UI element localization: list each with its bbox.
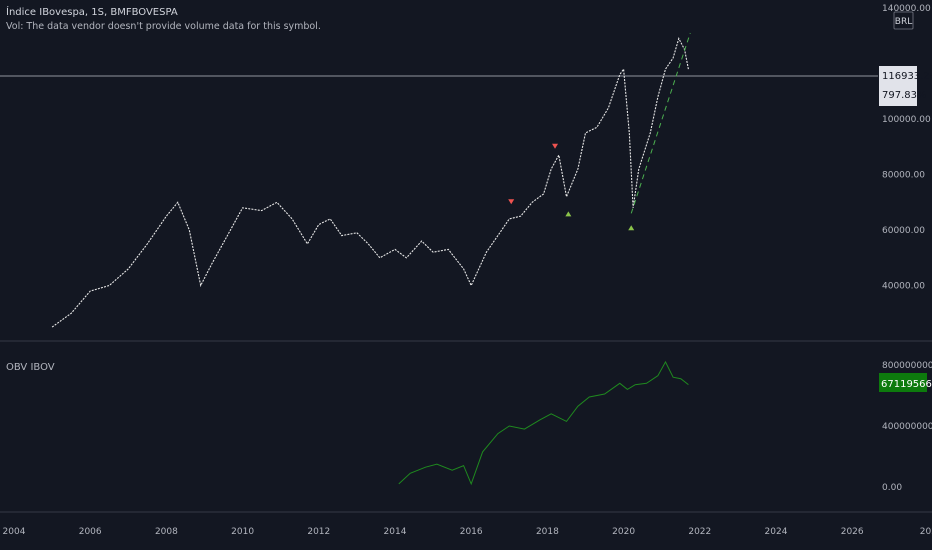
volume-note: Vol: The data vendor doesn't provide vol… xyxy=(6,21,321,32)
price-y-tick-2: 80000.00 xyxy=(882,171,925,181)
signal-markers xyxy=(508,143,635,231)
price-y-tick-0: 140000.00 xyxy=(882,4,931,14)
obv-value-badge: 6711956604.00 xyxy=(879,373,932,392)
buy-signal-marker-2 xyxy=(565,211,572,217)
price-y-tick-1: 100000.00 xyxy=(882,115,931,125)
x-tick-4: 2012 xyxy=(307,527,330,537)
x-tick-1: 2006 xyxy=(79,527,102,537)
trend-line xyxy=(630,32,691,214)
price-series-line xyxy=(51,37,689,328)
x-tick-0: 2004 xyxy=(3,527,26,537)
obv-y-tick-0: 8000000000.00 xyxy=(882,361,932,371)
x-tick-2: 2008 xyxy=(155,527,178,537)
x-tick-10: 2024 xyxy=(765,527,788,537)
x-tick-3: 2010 xyxy=(231,527,254,537)
x-tick-6: 2016 xyxy=(460,527,483,537)
price-badge: 116933.24 797.83% xyxy=(879,66,932,106)
svg-text:116933.24: 116933.24 xyxy=(882,71,932,82)
x-tick-12: 202 xyxy=(920,527,932,537)
x-tick-8: 2020 xyxy=(612,527,635,537)
x-tick-7: 2018 xyxy=(536,527,559,537)
x-tick-11: 2026 xyxy=(841,527,864,537)
sell-signal-marker-1 xyxy=(552,143,559,149)
price-y-tick-4: 40000.00 xyxy=(882,282,925,292)
x-axis: 2004 2006 2008 2010 2012 2014 2016 2018 2020 2022… xyxy=(3,527,932,537)
obv-y-tick-2: 0.00 xyxy=(882,483,902,493)
svg-text:797.83%: 797.83% xyxy=(882,90,927,101)
sell-signal-marker-0 xyxy=(508,199,515,205)
obv-panel xyxy=(398,360,689,486)
price-panel xyxy=(0,32,878,328)
currency-badge[interactable]: BRL xyxy=(893,11,914,30)
obv-title: OBV IBOV xyxy=(6,362,55,373)
x-tick-5: 2014 xyxy=(384,527,407,537)
buy-signal-marker-3 xyxy=(628,225,635,231)
price-y-tick-3: 60000.00 xyxy=(882,226,925,236)
svg-text:6711956604.00: 6711956604.00 xyxy=(881,379,932,390)
price-y-axis: 140000.00 100000.00 80000.00 60000.00 40000.… xyxy=(882,4,931,292)
obv-series-line xyxy=(398,360,689,486)
symbol-title: Índice IBovespa, 1S, BMFBOVESPA xyxy=(6,5,178,18)
x-tick-9: 2022 xyxy=(688,527,711,537)
svg-text:BRL: BRL xyxy=(895,17,912,27)
